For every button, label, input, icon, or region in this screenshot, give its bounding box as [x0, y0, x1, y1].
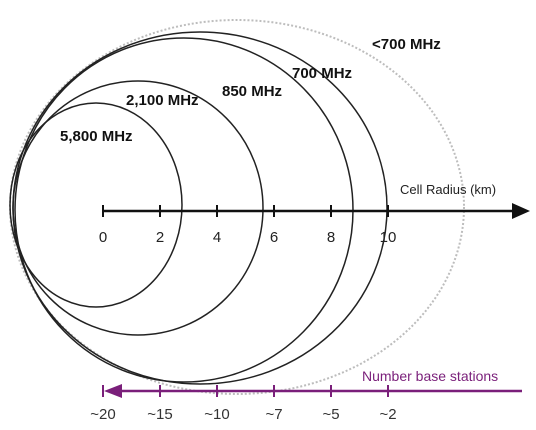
band-label-below-700mhz: <700 MHz [372, 36, 441, 53]
cell-radius-tick-label: 0 [99, 229, 107, 246]
coverage-ellipse-5800mhz [9, 102, 183, 308]
cell-radius-tick-label: 6 [270, 229, 278, 246]
base-stations-tick-label: ~10 [204, 406, 229, 423]
band-label-700mhz: 700 MHz [292, 65, 352, 82]
cell-radius-tick-label: 10 [380, 229, 397, 246]
base-stations-tick-label: ~15 [147, 406, 172, 423]
base-stations-tick-label: ~2 [379, 406, 396, 423]
base-stations-tick-label: ~20 [90, 406, 115, 423]
cell-radius-tick-label: 4 [213, 229, 221, 246]
coverage-ellipse-2100mhz [12, 80, 264, 336]
band-label-850mhz: 850 MHz [222, 83, 282, 100]
band-label-5800mhz: 5,800 MHz [60, 128, 133, 145]
cell-radius-arrowhead [512, 203, 530, 219]
base-stations-arrowhead [104, 384, 122, 398]
cell-radius-axis: Cell Radius (km) 0 2 4 6 8 10 [99, 182, 530, 246]
cell-radius-tick-label: 2 [156, 229, 164, 246]
coverage-ellipse-below-700mhz [9, 19, 465, 395]
cell-radius-tick-label: 8 [327, 229, 335, 246]
base-stations-tick-label: ~5 [322, 406, 339, 423]
base-stations-axis: Number base stations ~20 ~15 ~10 ~7 ~5 ~2 [90, 368, 522, 423]
base-stations-tick-label: ~7 [265, 406, 282, 423]
band-label-2100mhz: 2,100 MHz [126, 92, 199, 109]
base-stations-axis-title: Number base stations [362, 368, 498, 384]
cell-radius-axis-title: Cell Radius (km) [400, 182, 496, 197]
